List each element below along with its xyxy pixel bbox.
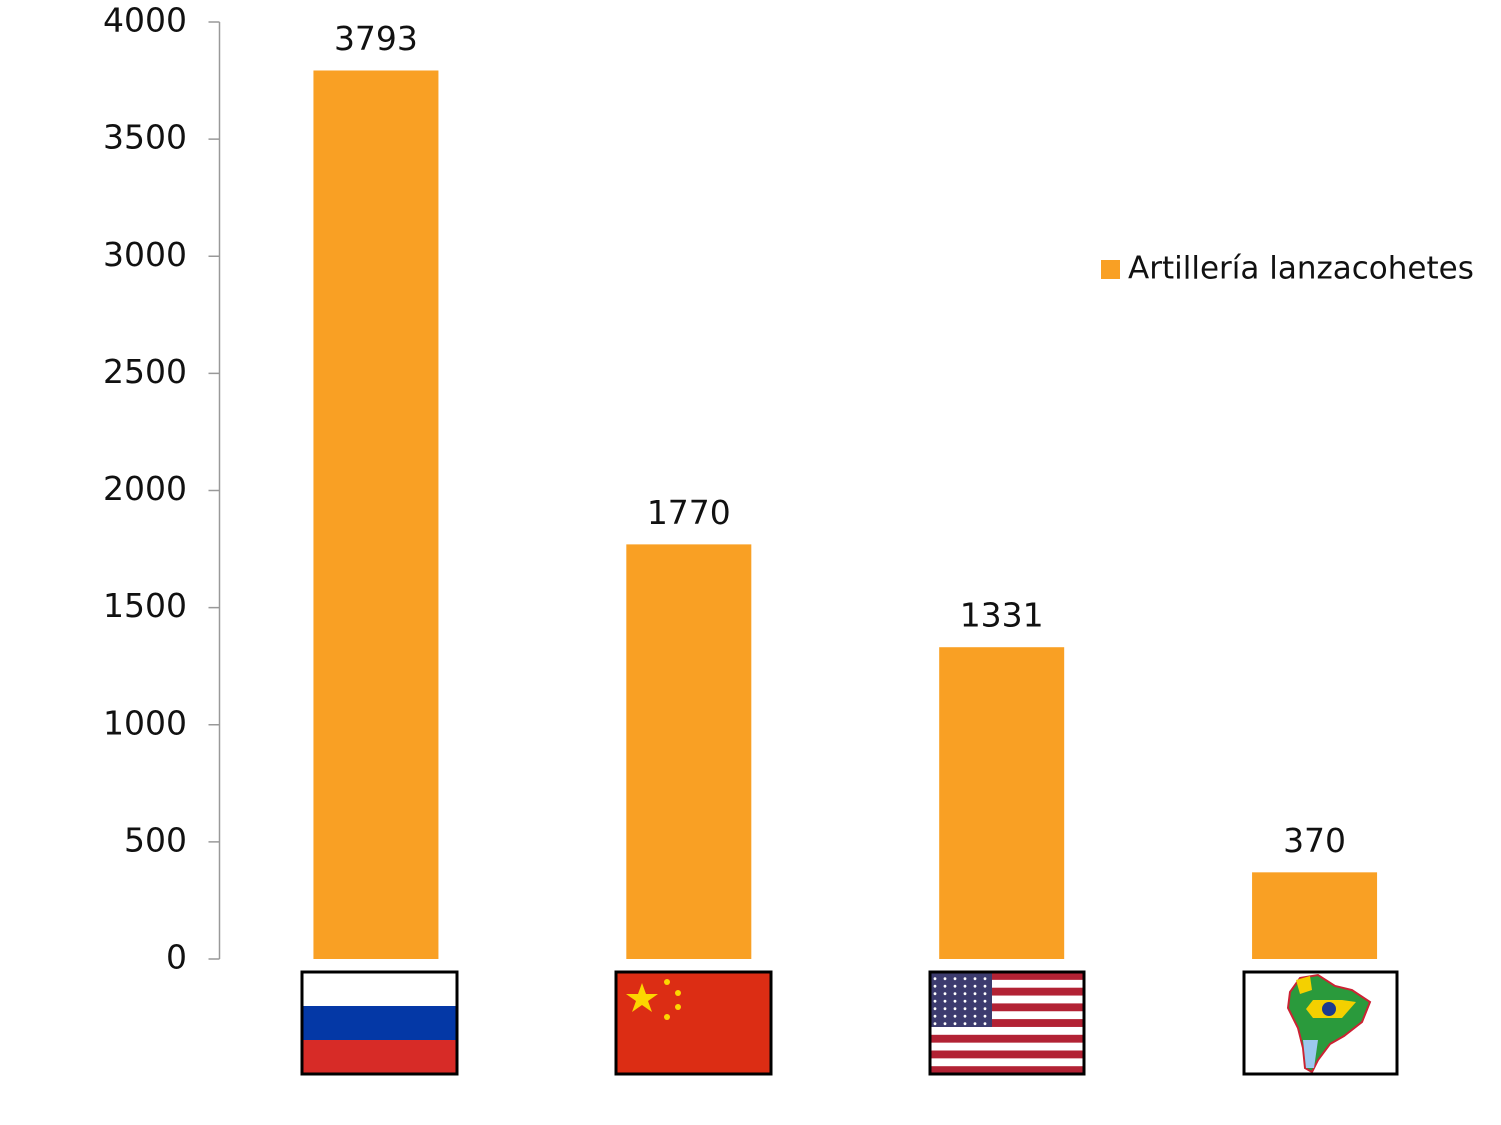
y-tick-label: 500 xyxy=(124,820,187,859)
data-label: 370 xyxy=(1283,821,1346,860)
y-tick-label: 0 xyxy=(166,938,187,977)
y-tick-label: 4000 xyxy=(103,1,187,40)
y-tick-label: 2000 xyxy=(103,469,187,508)
data-label: 1331 xyxy=(960,596,1044,635)
y-tick-label: 1000 xyxy=(103,703,187,742)
bar xyxy=(939,647,1065,959)
bar xyxy=(1252,872,1378,959)
legend-marker xyxy=(1101,260,1120,279)
y-tick-label: 3500 xyxy=(103,118,187,157)
y-tick-label: 1500 xyxy=(103,586,187,625)
flag-usa xyxy=(928,970,1086,1076)
legend-label: Artillería lanzacohetes xyxy=(1128,251,1474,287)
y-tick-label: 2500 xyxy=(103,352,187,391)
bar xyxy=(626,544,752,959)
data-label: 3793 xyxy=(334,19,418,58)
y-tick-label: 3000 xyxy=(103,235,187,274)
flag-south-america xyxy=(1242,970,1399,1076)
bar xyxy=(313,70,439,959)
data-label: 1770 xyxy=(647,493,731,532)
flag-china xyxy=(614,970,773,1076)
flag-russia xyxy=(300,970,459,1076)
